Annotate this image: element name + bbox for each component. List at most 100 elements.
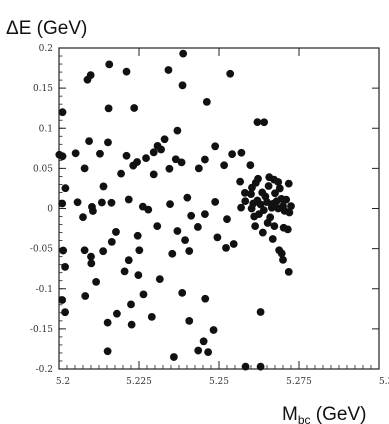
data-point — [271, 189, 279, 198]
data-point — [160, 135, 169, 144]
data-point — [61, 308, 69, 317]
data-point — [99, 247, 108, 256]
data-point — [58, 296, 67, 304]
data-point — [87, 259, 96, 268]
data-point — [247, 190, 255, 198]
data-point — [142, 154, 150, 163]
data-point — [80, 246, 89, 255]
data-point — [254, 174, 262, 183]
data-point — [179, 49, 188, 58]
y-tick-label: -0.15 — [30, 325, 53, 335]
data-point — [248, 183, 256, 192]
data-point — [103, 318, 112, 327]
data-point — [107, 198, 116, 207]
axis-ticks: 0.2 0.15 0.1 0.05 0 -0.05 -0.1 -0.15 -0.25.2 5.22… — [30, 44, 389, 387]
data-point — [185, 316, 194, 325]
y-tick-label: 0.15 — [33, 84, 53, 94]
data-point — [284, 179, 293, 188]
data-point — [228, 150, 237, 159]
data-point — [107, 237, 116, 246]
data-point — [204, 348, 213, 357]
y-tick-label: 0.1 — [39, 124, 53, 134]
data-point — [127, 320, 136, 329]
x-tick-label: 5.3 — [379, 377, 389, 387]
data-point — [274, 178, 283, 186]
data-point — [201, 210, 209, 219]
y-tick-label: 0 — [47, 205, 53, 215]
data-point — [124, 195, 133, 204]
data-point — [181, 236, 189, 245]
y-tick-label: -0.2 — [36, 365, 53, 375]
data-point — [58, 199, 67, 208]
data-point — [201, 155, 209, 164]
data-point — [171, 155, 180, 164]
data-point — [256, 362, 265, 371]
data-point — [144, 205, 153, 214]
x-axis-title: Mbc (GeV) — [282, 404, 366, 424]
data-point — [236, 177, 245, 186]
data-point — [270, 222, 279, 231]
data-point — [92, 277, 101, 286]
data-point — [251, 222, 260, 231]
x-tick-label: 5.2 — [56, 377, 70, 387]
data-point — [133, 231, 142, 240]
data-point — [226, 69, 235, 78]
data-point — [120, 267, 129, 276]
data-points — [55, 49, 295, 371]
data-point — [86, 71, 95, 80]
data-point — [187, 211, 196, 220]
x-axis-title-main: M — [282, 404, 298, 424]
data-point — [96, 149, 104, 158]
data-point — [178, 81, 187, 90]
data-point — [165, 164, 174, 173]
data-point — [61, 263, 69, 271]
data-point — [223, 215, 231, 224]
data-point — [260, 118, 269, 127]
data-point — [246, 161, 255, 170]
data-point — [229, 240, 238, 248]
data-point — [241, 188, 249, 197]
data-point — [279, 223, 288, 232]
data-point — [275, 184, 284, 193]
data-point — [104, 138, 112, 147]
data-point — [122, 67, 131, 76]
data-point — [105, 60, 114, 69]
data-point — [124, 256, 133, 265]
data-point — [173, 227, 182, 235]
x-tick-label: 5.275 — [286, 377, 312, 387]
data-point — [139, 290, 148, 299]
data-point — [185, 247, 194, 255]
data-point — [263, 219, 272, 227]
data-point — [87, 252, 95, 261]
data-point — [177, 158, 186, 167]
data-point — [183, 193, 192, 202]
data-point — [277, 249, 286, 258]
data-point — [284, 268, 293, 276]
data-point — [194, 164, 203, 173]
data-point — [104, 104, 113, 113]
data-point — [122, 151, 131, 160]
data-point — [285, 208, 294, 217]
y-tick-label: -0.1 — [36, 285, 53, 295]
data-point — [202, 97, 211, 106]
data-point — [127, 300, 135, 309]
data-point — [209, 326, 218, 334]
data-point — [149, 170, 158, 179]
data-point — [193, 223, 202, 231]
x-tick-label: 5.225 — [126, 377, 152, 387]
data-point — [258, 228, 267, 237]
data-point — [264, 182, 273, 190]
data-point — [201, 294, 210, 303]
data-point — [153, 222, 162, 231]
data-point — [97, 198, 106, 207]
data-point — [89, 207, 97, 215]
data-point — [259, 206, 268, 215]
data-point — [178, 288, 187, 297]
data-point — [99, 182, 108, 191]
x-tick-label: 5.25 — [209, 377, 229, 387]
data-point — [58, 108, 67, 117]
y-tick-label: 0.2 — [39, 44, 53, 54]
data-point — [250, 212, 259, 221]
data-point — [173, 126, 182, 135]
data-point — [58, 152, 67, 161]
